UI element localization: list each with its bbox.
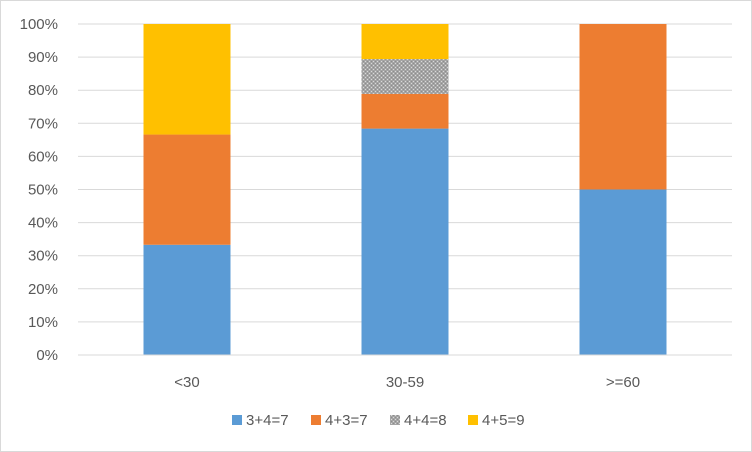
x-tick-label: >=60 (606, 374, 640, 391)
axes: 0% 10% 20% 30% 40% 50% 60% 70% 80% 90% 100% <30 30-5… (20, 16, 732, 391)
legend-label: 4+5=9 (482, 412, 525, 429)
bar-segment (143, 24, 231, 135)
bar-segment (143, 244, 231, 355)
x-tick-label: 30-59 (386, 374, 424, 391)
bars (143, 24, 667, 355)
legend-swatch (232, 415, 242, 425)
y-tick-label: 40% (28, 215, 58, 232)
x-tick-label: <30 (174, 374, 199, 391)
bar-segment (579, 189, 667, 355)
legend-swatch (468, 415, 478, 425)
y-tick-label: 50% (28, 182, 58, 199)
bar-segment (361, 59, 449, 94)
y-tick-label: 10% (28, 314, 58, 331)
y-tick-label: 100% (20, 16, 58, 33)
legend-swatch (390, 415, 400, 425)
y-tick-label: 80% (28, 82, 58, 99)
legend-label: 4+3=7 (325, 412, 368, 429)
y-tick-label: 0% (36, 347, 58, 364)
legend-swatch (311, 415, 321, 425)
bar-segment (361, 24, 449, 60)
bar-segment (143, 134, 231, 245)
y-tick-label: 60% (28, 148, 58, 165)
bar-segment (361, 128, 449, 355)
y-tick-label: 30% (28, 248, 58, 265)
bar-segment (361, 93, 449, 129)
legend-label: 4+4=8 (404, 412, 447, 429)
legend: 3+4=7 4+3=7 4+4=8 4+5=9 (232, 412, 525, 429)
y-tick-label: 20% (28, 281, 58, 298)
bar-segment (579, 24, 667, 190)
legend-label: 3+4=7 (246, 412, 289, 429)
y-tick-label: 70% (28, 115, 58, 132)
y-tick-label: 90% (28, 49, 58, 66)
